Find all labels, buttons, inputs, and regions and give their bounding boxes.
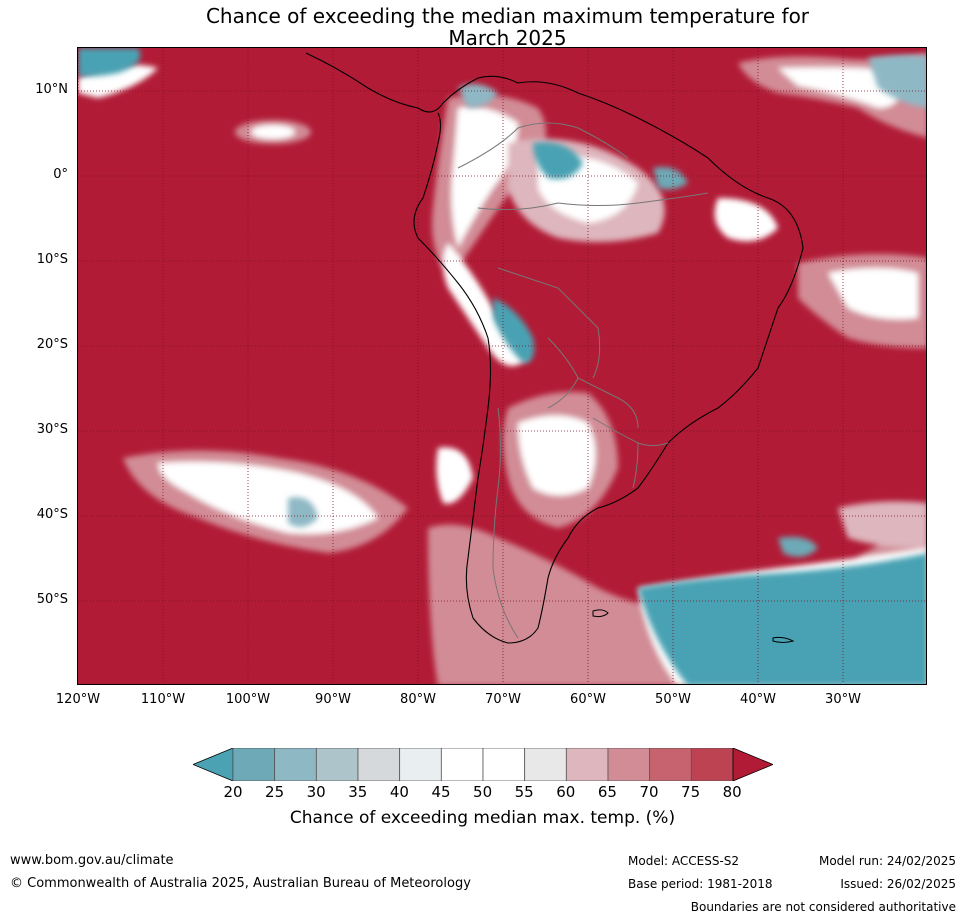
colorbar-tick: 20 — [223, 783, 243, 801]
lat-label-30s: 30°S — [36, 422, 68, 437]
lat-label-40s: 40°S — [36, 507, 68, 522]
colorbar-tick: 65 — [597, 783, 617, 801]
colorbar-extend-low — [193, 748, 234, 781]
colorbar-cell — [565, 748, 609, 781]
south-america-coastline — [305, 52, 804, 644]
boundaries-note: Boundaries are not considered authoritat… — [690, 900, 956, 914]
lon-label-50w: 50°W — [655, 692, 691, 707]
lon-label-120w: 120°W — [55, 692, 101, 707]
colorbar-tick: 75 — [681, 783, 701, 801]
map-svg — [78, 48, 926, 684]
colorbar-tick: 55 — [514, 783, 534, 801]
lon-label-60w: 60°W — [570, 692, 606, 707]
colorbar-cell — [399, 748, 442, 781]
lon-label-40w: 40°W — [740, 692, 776, 707]
lon-label-70w: 70°W — [485, 692, 521, 707]
colorbar-cell — [440, 748, 484, 781]
colorbar-extend-high — [732, 748, 773, 781]
colorbar — [193, 748, 773, 781]
map-title-line1: Chance of exceeding the median maximum t… — [205, 4, 810, 28]
colorbar-cell — [232, 748, 276, 781]
colorbar-tick: 80 — [722, 783, 742, 801]
copyright-text: © Commonwealth of Australia 2025, Austra… — [10, 876, 471, 891]
lat-label-50s: 50°S — [36, 592, 68, 607]
colorbar-tick: 45 — [431, 783, 451, 801]
issued-text: Issued: 26/02/2025 — [840, 877, 956, 891]
colorbar-cell — [607, 748, 651, 781]
colorbar-tick: 25 — [265, 783, 285, 801]
lat-label-10s: 10°S — [36, 252, 68, 267]
colorbar-cell — [524, 748, 567, 781]
colorbar-tick: 50 — [473, 783, 493, 801]
lon-label-30w: 30°W — [825, 692, 861, 707]
colorbar-cell — [274, 748, 317, 781]
colorbar-label: Chance of exceeding median max. temp. (%… — [289, 808, 676, 828]
model-text: Model: ACCESS-S2 — [628, 854, 740, 868]
colorbar-tick: 40 — [389, 783, 409, 801]
colorbar-tick: 60 — [556, 783, 576, 801]
lon-label-90w: 90°W — [315, 692, 351, 707]
country-borders — [457, 122, 709, 639]
colorbar-cell — [690, 748, 734, 781]
colorbar-tick: 70 — [639, 783, 659, 801]
falkland-islands — [592, 609, 609, 618]
colorbar-tick: 35 — [348, 783, 368, 801]
below-median-patches — [78, 48, 926, 684]
lon-label-110w: 110°W — [140, 692, 186, 707]
base-period-text: Base period: 1981-2018 — [628, 877, 773, 891]
lon-label-80w: 80°W — [400, 692, 436, 707]
colorbar-cell — [649, 748, 692, 781]
south-georgia-island — [772, 636, 795, 643]
map-title-line2: March 2025 — [448, 26, 567, 50]
lat-label-20s: 20°S — [36, 337, 68, 352]
colorbar-cells — [193, 748, 773, 781]
lat-label-10n: 10°N — [35, 82, 68, 97]
lat-label-0: 0° — [53, 167, 68, 182]
colorbar-cell — [357, 748, 401, 781]
probability-map — [77, 47, 927, 685]
lon-label-100w: 100°W — [225, 692, 271, 707]
colorbar-tick: 30 — [306, 783, 326, 801]
colorbar-cell — [315, 748, 359, 781]
graticule — [78, 48, 926, 684]
website-link[interactable]: www.bom.gov.au/climate — [10, 853, 174, 868]
colorbar-cell — [482, 748, 526, 781]
model-run-text: Model run: 24/02/2025 — [818, 854, 956, 868]
